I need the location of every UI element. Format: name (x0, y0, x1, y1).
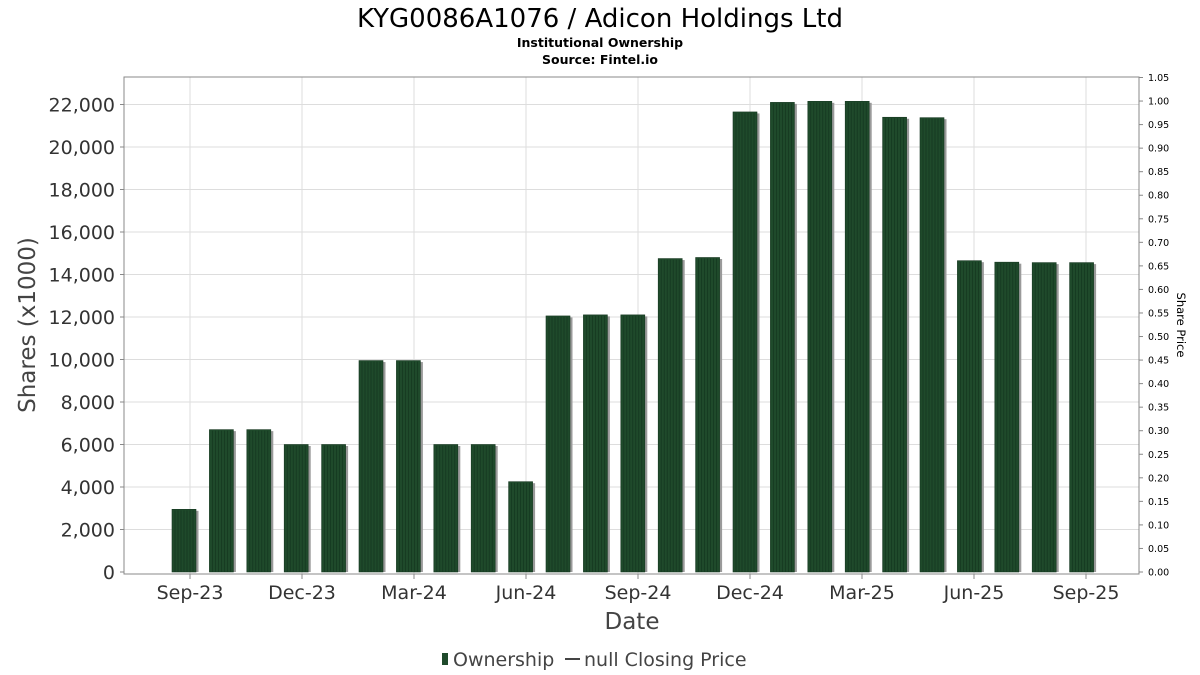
y2-tick-label: 0.70 (1148, 238, 1169, 249)
legend-swatch-ownership (442, 653, 448, 665)
y-tick-label: 6,000 (61, 435, 115, 457)
y2-axis-label: Share Price (1174, 293, 1188, 358)
x-tick-label: Sep-23 (157, 582, 224, 604)
y-tick-label: 4,000 (61, 477, 115, 499)
y-tick-label: 14,000 (49, 265, 115, 287)
y-tick-label: 0 (103, 562, 115, 584)
y2-tick-label: 0.05 (1148, 544, 1169, 555)
x-tick-label: Dec-23 (268, 582, 336, 604)
y2-tick-label: 0.10 (1148, 520, 1169, 531)
chart-title: KYG0086A1076 / Adicon Holdings Ltd (357, 4, 843, 34)
x-tick-label: Sep-24 (605, 582, 672, 604)
y-tick-label: 2,000 (61, 520, 115, 542)
y-axis-label: Shares (x1000) (15, 237, 41, 413)
y2-tick-label: 0.45 (1148, 356, 1169, 367)
legend-item-closing-price: null Closing Price (584, 649, 747, 671)
x-axis-ticks: Sep-23 Dec-23 Mar-24 Jun-24 Sep-24 Dec-24 Mar-… (157, 574, 1120, 604)
y2-tick-label: 0.50 (1148, 332, 1169, 343)
x-tick-label: Dec-24 (716, 582, 784, 604)
y-tick-label: 10,000 (49, 350, 115, 372)
y2-tick-label: 0.80 (1148, 191, 1169, 202)
y-tick-label: 22,000 (49, 95, 115, 117)
x-tick-label: Jun-24 (495, 582, 557, 604)
x-tick-label: Jun-25 (943, 582, 1005, 604)
plot-frame (123, 76, 1140, 575)
y2-tick-label: 0.25 (1148, 450, 1169, 461)
y2-tick-label: 0.55 (1148, 308, 1169, 319)
y-tick-label: 20,000 (49, 137, 115, 159)
y2-tick-label: 0.65 (1148, 261, 1169, 272)
y2-tick-label: 1.00 (1148, 97, 1169, 108)
y-tick-label: 18,000 (49, 180, 115, 202)
y2-tick-label: 0.85 (1148, 167, 1169, 178)
x-tick-label: Mar-24 (381, 582, 447, 604)
y2-tick-label: 0.75 (1148, 214, 1169, 225)
y2-tick-label: 0.35 (1148, 403, 1169, 414)
y2-tick-label: 0.15 (1148, 497, 1169, 508)
y2-tick-label: 1.05 (1148, 73, 1169, 84)
legend: Ownership null Closing Price (442, 649, 747, 671)
y-tick-label: 8,000 (61, 392, 115, 414)
y2-tick-label: 0.30 (1148, 426, 1169, 437)
y-tick-label: 12,000 (49, 307, 115, 329)
y2-tick-label: 0.95 (1148, 120, 1169, 131)
y-axis-ticks: 0 2,000 4,000 6,000 8,000 10,000 12,000 14,000 1… (49, 95, 124, 584)
x-tick-label: Sep-25 (1053, 582, 1120, 604)
y2-tick-label: 0.90 (1148, 144, 1169, 155)
y2-tick-label: 0.60 (1148, 285, 1169, 296)
y2-tick-label: 0.20 (1148, 473, 1169, 484)
legend-item-ownership: Ownership (453, 649, 554, 671)
x-axis-label: Date (605, 609, 660, 635)
chart-source: Source: Fintel.io (542, 52, 658, 67)
y-tick-label: 16,000 (49, 222, 115, 244)
bars-layer (171, 101, 1097, 573)
chart-subtitle: Institutional Ownership (517, 35, 683, 50)
y2-tick-label: 0.00 (1148, 568, 1169, 579)
y2-tick-label: 0.40 (1148, 379, 1169, 390)
y2-axis-ticks: 0.00 0.05 0.10 0.15 0.20 0.25 0.30 0.35 0.40 0.45… (1139, 73, 1169, 579)
x-tick-label: Mar-25 (829, 582, 895, 604)
